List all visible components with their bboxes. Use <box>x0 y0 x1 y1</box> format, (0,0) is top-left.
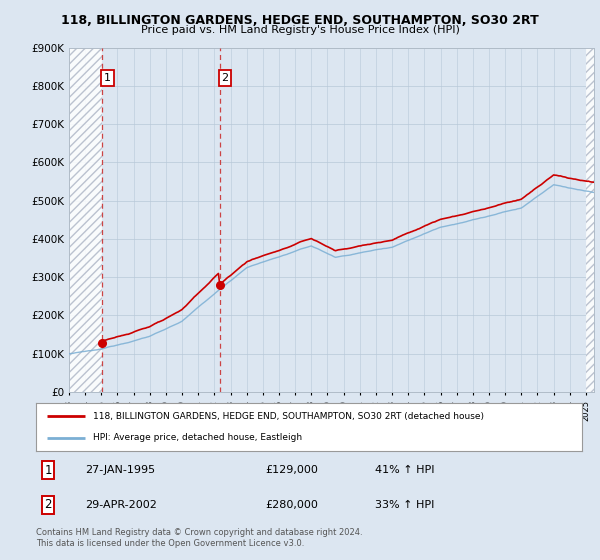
Text: 33% ↑ HPI: 33% ↑ HPI <box>374 500 434 510</box>
Text: Price paid vs. HM Land Registry's House Price Index (HPI): Price paid vs. HM Land Registry's House … <box>140 25 460 35</box>
Text: 29-APR-2002: 29-APR-2002 <box>85 500 157 510</box>
Text: £129,000: £129,000 <box>265 465 318 475</box>
Text: HPI: Average price, detached house, Eastleigh: HPI: Average price, detached house, East… <box>94 433 302 442</box>
Text: Contains HM Land Registry data © Crown copyright and database right 2024.
This d: Contains HM Land Registry data © Crown c… <box>36 528 362 548</box>
Text: 1: 1 <box>44 464 52 477</box>
Text: 2: 2 <box>221 73 229 83</box>
Text: 1: 1 <box>104 73 111 83</box>
Text: £280,000: £280,000 <box>265 500 318 510</box>
Text: 118, BILLINGTON GARDENS, HEDGE END, SOUTHAMPTON, SO30 2RT: 118, BILLINGTON GARDENS, HEDGE END, SOUT… <box>61 14 539 27</box>
Text: 41% ↑ HPI: 41% ↑ HPI <box>374 465 434 475</box>
Text: 2: 2 <box>44 498 52 511</box>
Text: 27-JAN-1995: 27-JAN-1995 <box>85 465 155 475</box>
Text: 118, BILLINGTON GARDENS, HEDGE END, SOUTHAMPTON, SO30 2RT (detached house): 118, BILLINGTON GARDENS, HEDGE END, SOUT… <box>94 412 484 421</box>
